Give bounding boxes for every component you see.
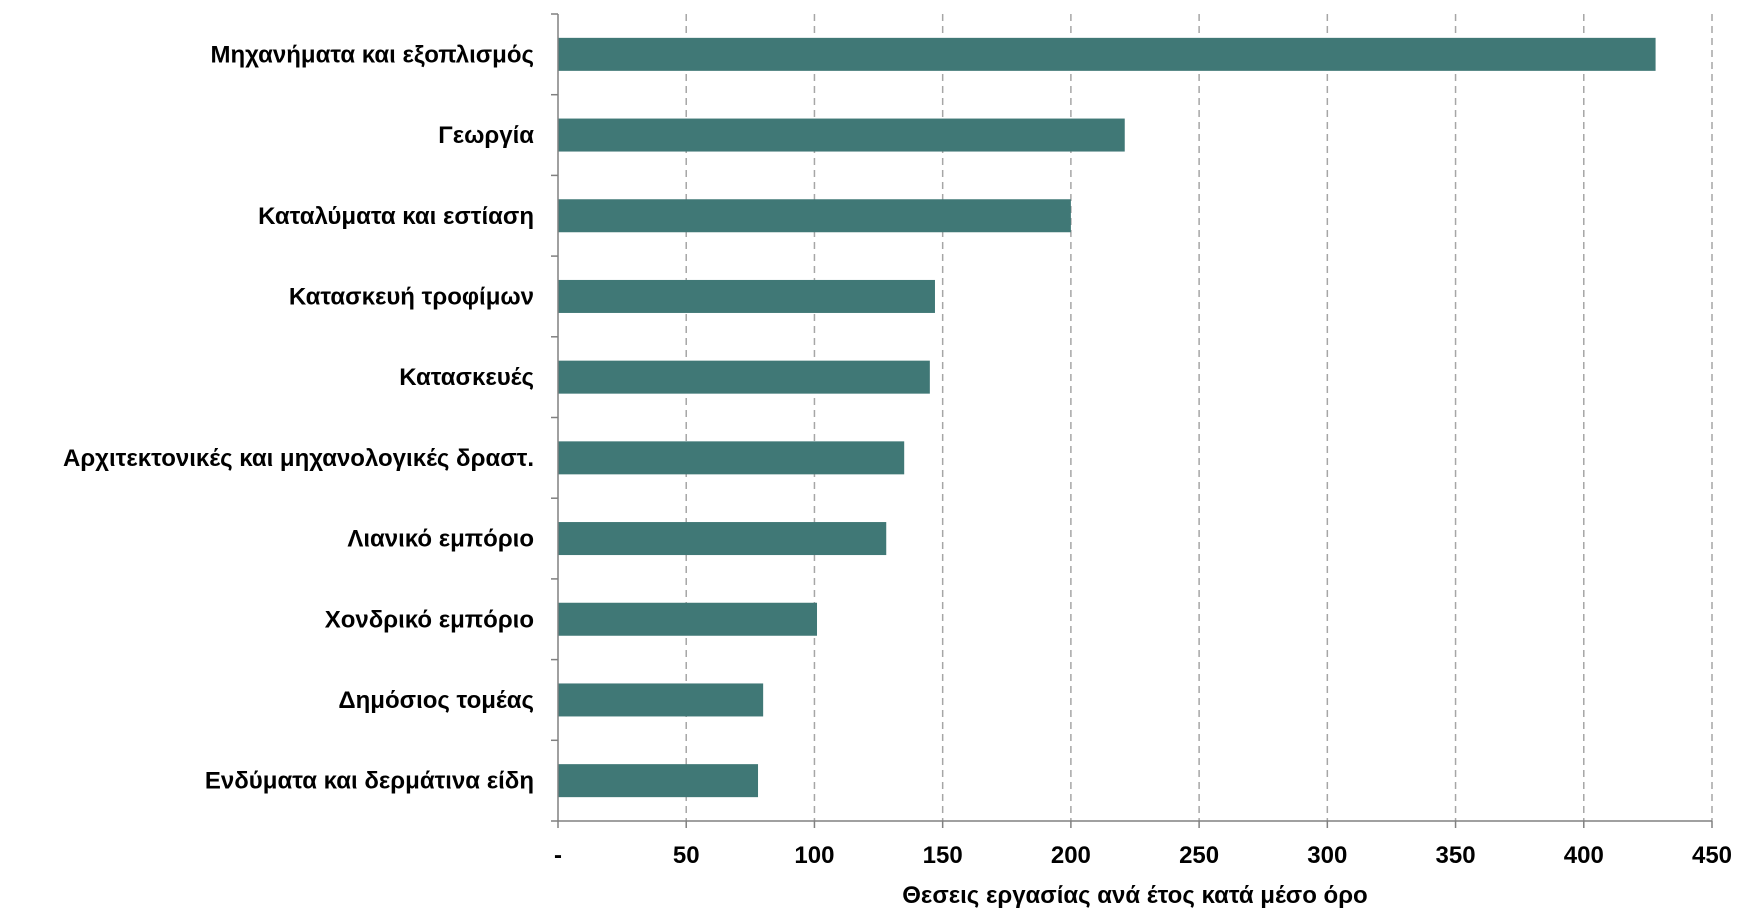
bar	[558, 118, 1125, 152]
bar	[558, 683, 764, 717]
category-label: Δημόσιος τομέας	[338, 687, 534, 714]
bar	[558, 522, 887, 556]
axes	[551, 13, 1713, 828]
category-label: Μηχανήματα και εξοπλισμός	[211, 41, 534, 68]
category-label: Κατασκευή τροφίμων	[289, 283, 534, 310]
x-axis-title: Θεσεις εργασίας ανά έτος κατά μέσο όρο	[902, 882, 1367, 909]
category-label: Ενδύματα και δερμάτινα είδη	[205, 768, 534, 795]
x-tick-label: 250	[1179, 842, 1219, 869]
x-tick-label: 300	[1307, 842, 1347, 869]
bars	[558, 37, 1656, 798]
bar	[558, 37, 1656, 71]
x-tick-label: 50	[673, 842, 700, 869]
x-tick-label: -	[554, 842, 562, 869]
x-tick-label: 100	[794, 842, 834, 869]
category-label: Λιανικό εμπόριο	[347, 526, 534, 553]
x-tick-label: 200	[1051, 842, 1091, 869]
x-tick-label: 150	[923, 842, 963, 869]
bar	[558, 360, 930, 394]
x-tick-labels: - 50 100 150 200 250 300 350 400 450	[554, 842, 1732, 869]
x-tick-label: 450	[1692, 842, 1732, 869]
bar	[558, 441, 905, 475]
category-label: Χονδρικό εμπόριο	[325, 606, 534, 633]
category-label: Γεωργία	[438, 122, 534, 149]
bar	[558, 199, 1071, 233]
x-tick-label: 400	[1564, 842, 1604, 869]
category-label: Κατασκευές	[399, 364, 534, 391]
category-label: Καταλύματα και εστίαση	[258, 203, 534, 230]
bar	[558, 602, 818, 636]
x-tick-label: 350	[1436, 842, 1476, 869]
bar	[558, 764, 759, 798]
bar	[558, 279, 935, 313]
category-labels: Μηχανήματα και εξοπλισμός Γεωργία Καταλύμα…	[63, 41, 534, 794]
category-label: Αρχιτεκτονικές και μηχανολογικές δραστ.	[63, 445, 534, 472]
